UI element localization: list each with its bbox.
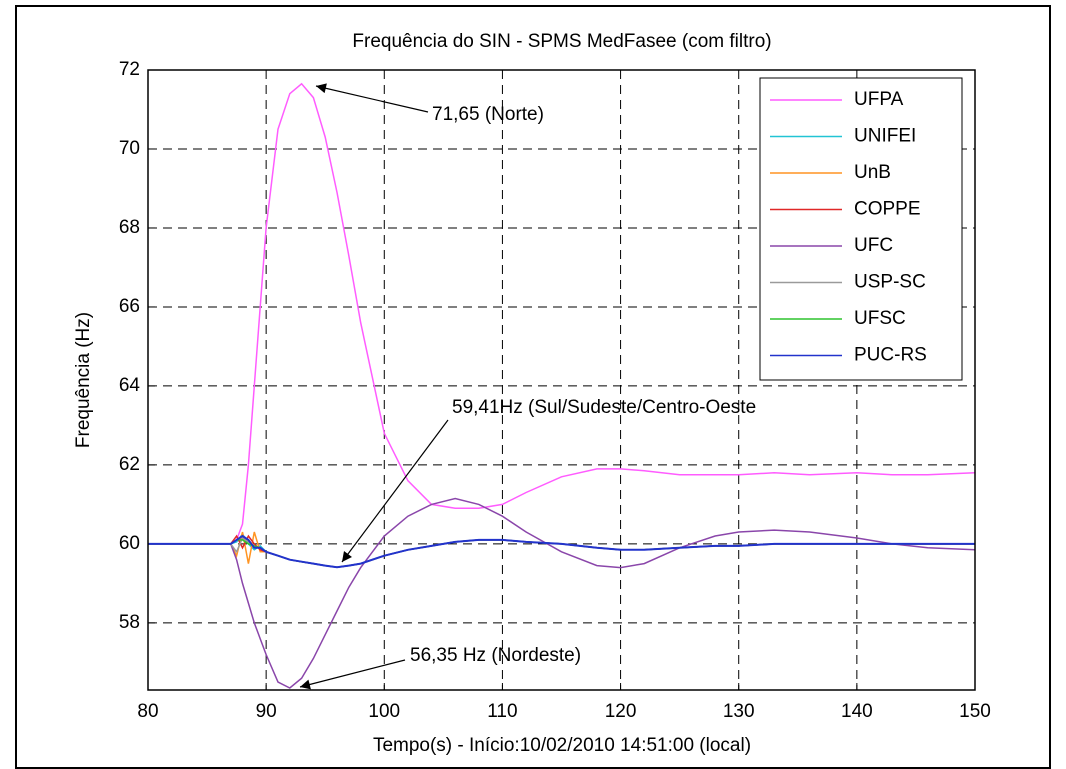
legend-label: UFPA (854, 89, 904, 110)
y-tick-label: 68 (119, 217, 140, 238)
plot-frame (147, 69, 976, 691)
legend-label: PUC-RS (854, 345, 927, 366)
legend-box (759, 77, 963, 381)
legend-label: USP-SC (854, 272, 926, 293)
legend-label: COPPE (854, 199, 921, 220)
y-tick-label: 72 (119, 59, 140, 80)
y-tick-label: 58 (119, 612, 140, 633)
x-tick-label: 80 (137, 701, 158, 722)
annotation: 59,41Hz (Sul/Sudeste/Centro-Oeste (452, 397, 756, 418)
y-tick-label: 70 (119, 138, 140, 159)
x-tick-label: 120 (605, 701, 637, 722)
x-tick-label: 130 (723, 701, 755, 722)
series-line (148, 534, 975, 569)
x-tick-label: 110 (487, 701, 517, 722)
annotation-arrow (299, 659, 406, 690)
x-tick-label: 90 (256, 701, 277, 722)
x-tick-label: 140 (841, 701, 873, 722)
legend-label: UFSC (854, 308, 906, 329)
annotation-arrow (315, 83, 429, 113)
y-tick-label: 62 (119, 454, 140, 475)
legend-label: UnB (854, 162, 891, 183)
y-axis-label: Frequência (Hz) (73, 312, 94, 448)
y-tick-label: 60 (119, 533, 140, 554)
y-tick-label: 66 (119, 296, 140, 317)
legend-label: UNIFEI (854, 126, 916, 147)
legend: UFPA UNIFEI UnB COPPE UFC USP-SC UFSC PUC-RS (759, 77, 963, 381)
annotation: 71,65 (Norte) (432, 104, 544, 125)
series-line (148, 497, 976, 689)
y-tick-label: 64 (119, 375, 141, 396)
x-axis-label: Tempo(s) - Início:10/02/2010 14:51:00 (l… (373, 735, 751, 756)
x-tick-label: 150 (959, 701, 991, 722)
annotation: 56,35 Hz (Nordeste) (410, 645, 581, 666)
annotation-arrow (341, 419, 449, 563)
x-tick-label: 100 (368, 701, 400, 722)
series-line (148, 82, 976, 545)
legend-label: UFC (854, 235, 893, 256)
chart-title: Frequência do SIN - SPMS MedFasee (com f… (352, 31, 771, 52)
